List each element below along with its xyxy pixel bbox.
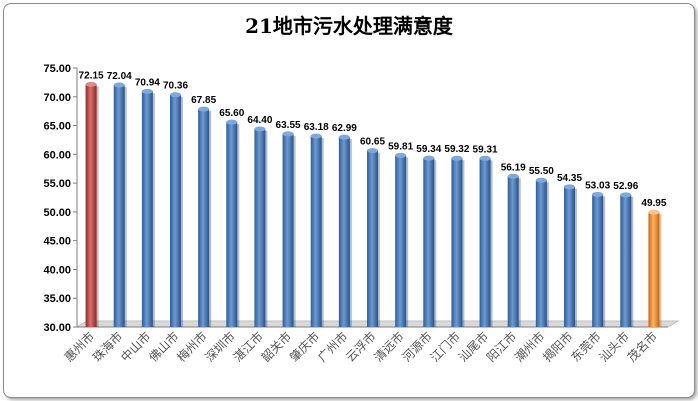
x-tick-label: 广州市 xyxy=(314,329,350,365)
y-tick-label: 60.00 xyxy=(43,149,71,161)
data-label: 49.95 xyxy=(641,198,666,209)
data-label: 52.96 xyxy=(613,181,638,192)
x-tick-label: 汕尾市 xyxy=(455,329,491,365)
bar xyxy=(85,84,97,327)
x-tick-label: 韶关市 xyxy=(258,329,294,365)
bar xyxy=(423,158,435,327)
x-tick-label: 潮州市 xyxy=(511,329,547,365)
bar xyxy=(648,212,660,327)
data-label: 63.18 xyxy=(304,122,329,133)
data-label: 60.65 xyxy=(360,137,385,148)
bar xyxy=(367,150,378,327)
x-tick-label: 中山市 xyxy=(117,329,153,365)
data-label: 70.94 xyxy=(135,77,160,88)
chart-title: 21地市污水处理满意度 xyxy=(245,14,453,38)
y-tick-label: 55.00 xyxy=(43,178,71,190)
data-label: 54.35 xyxy=(557,173,582,184)
bar-cap xyxy=(479,155,491,161)
x-tick-label: 佛山市 xyxy=(146,329,182,365)
y-tick-label: 30.00 xyxy=(43,322,71,334)
data-label: 72.04 xyxy=(107,71,132,82)
bar xyxy=(564,186,575,327)
data-label: 56.19 xyxy=(501,162,526,173)
bar-cap xyxy=(338,134,350,140)
x-tick-label: 梅州市 xyxy=(174,329,210,365)
bar-cap xyxy=(170,92,181,98)
data-label: 53.03 xyxy=(585,180,610,191)
bar-cap xyxy=(395,152,407,158)
x-tick-label: 江门市 xyxy=(427,329,463,365)
data-label: 55.50 xyxy=(529,166,554,177)
x-tick-label: 深圳市 xyxy=(202,329,238,365)
y-tick-label: 45.00 xyxy=(43,236,71,248)
bar-cap xyxy=(564,184,575,190)
y-tick-label: 65.00 xyxy=(43,121,71,133)
x-tick-label: 云浮市 xyxy=(343,329,379,365)
data-label: 70.36 xyxy=(163,81,188,92)
bar xyxy=(113,85,125,328)
bar-cap xyxy=(535,177,547,183)
data-label: 64.40 xyxy=(247,115,272,126)
y-tick-label: 50.00 xyxy=(43,207,71,219)
bar-cap xyxy=(507,173,519,179)
bar-cap xyxy=(648,209,660,215)
bar xyxy=(395,155,407,327)
y-tick-label: 35.00 xyxy=(43,293,71,305)
bar xyxy=(170,94,181,327)
bar-cap xyxy=(113,82,125,88)
bar-cap xyxy=(310,133,322,139)
x-tick-label: 河源市 xyxy=(399,329,435,365)
x-tick-label: 东莞市 xyxy=(568,329,604,365)
bar-cap xyxy=(85,81,97,87)
y-tick-label: 70.00 xyxy=(43,92,71,104)
y-tick-label: 75.00 xyxy=(43,63,71,75)
axis-layer: 30.00 35.00 40.00 45.00 50.00 55.00 60.00 65.00… xyxy=(43,63,680,334)
y-tick-label: 40.00 xyxy=(43,264,71,276)
x-tick-label: 珠海市 xyxy=(89,329,125,365)
bar xyxy=(254,129,266,327)
bar xyxy=(338,137,350,327)
bar-cap xyxy=(254,126,266,132)
bar xyxy=(479,158,491,327)
bar-cap xyxy=(620,192,632,198)
data-label: 59.32 xyxy=(444,144,469,155)
data-label: 59.31 xyxy=(473,144,498,155)
bar xyxy=(620,194,632,327)
bar xyxy=(535,180,547,327)
bar-cap xyxy=(367,148,378,154)
bar-cap xyxy=(141,88,153,94)
data-label: 62.99 xyxy=(332,123,357,134)
bar xyxy=(198,109,210,327)
bar xyxy=(141,91,153,327)
x-tick-label: 汕头市 xyxy=(596,329,632,365)
x-tick-label: 湛江市 xyxy=(230,329,266,365)
bar-cap xyxy=(282,131,294,137)
data-label: 65.60 xyxy=(219,108,244,119)
bar xyxy=(226,122,238,327)
bar xyxy=(592,194,604,327)
bar-cap xyxy=(451,155,463,161)
x-tick-label: 清远市 xyxy=(371,329,407,365)
data-label: 59.34 xyxy=(416,144,441,155)
data-label: 63.55 xyxy=(276,120,301,131)
data-label: 72.15 xyxy=(79,70,104,81)
bar-cap xyxy=(198,106,210,112)
bar-cap xyxy=(592,191,604,197)
x-tick-label: 茂名市 xyxy=(624,329,660,365)
x-tick-label: 阳江市 xyxy=(483,329,519,365)
bar xyxy=(310,136,322,327)
bar-layer xyxy=(85,81,662,328)
x-tick-label: 揭阳市 xyxy=(540,329,576,365)
bar xyxy=(451,158,463,327)
bar xyxy=(282,133,294,327)
bar-cap xyxy=(226,119,238,125)
data-label: 59.81 xyxy=(388,141,413,152)
x-tick-label: 肇庆市 xyxy=(286,329,322,365)
data-label: 67.85 xyxy=(191,95,216,106)
bar-cap xyxy=(423,155,435,161)
bar xyxy=(507,176,519,327)
